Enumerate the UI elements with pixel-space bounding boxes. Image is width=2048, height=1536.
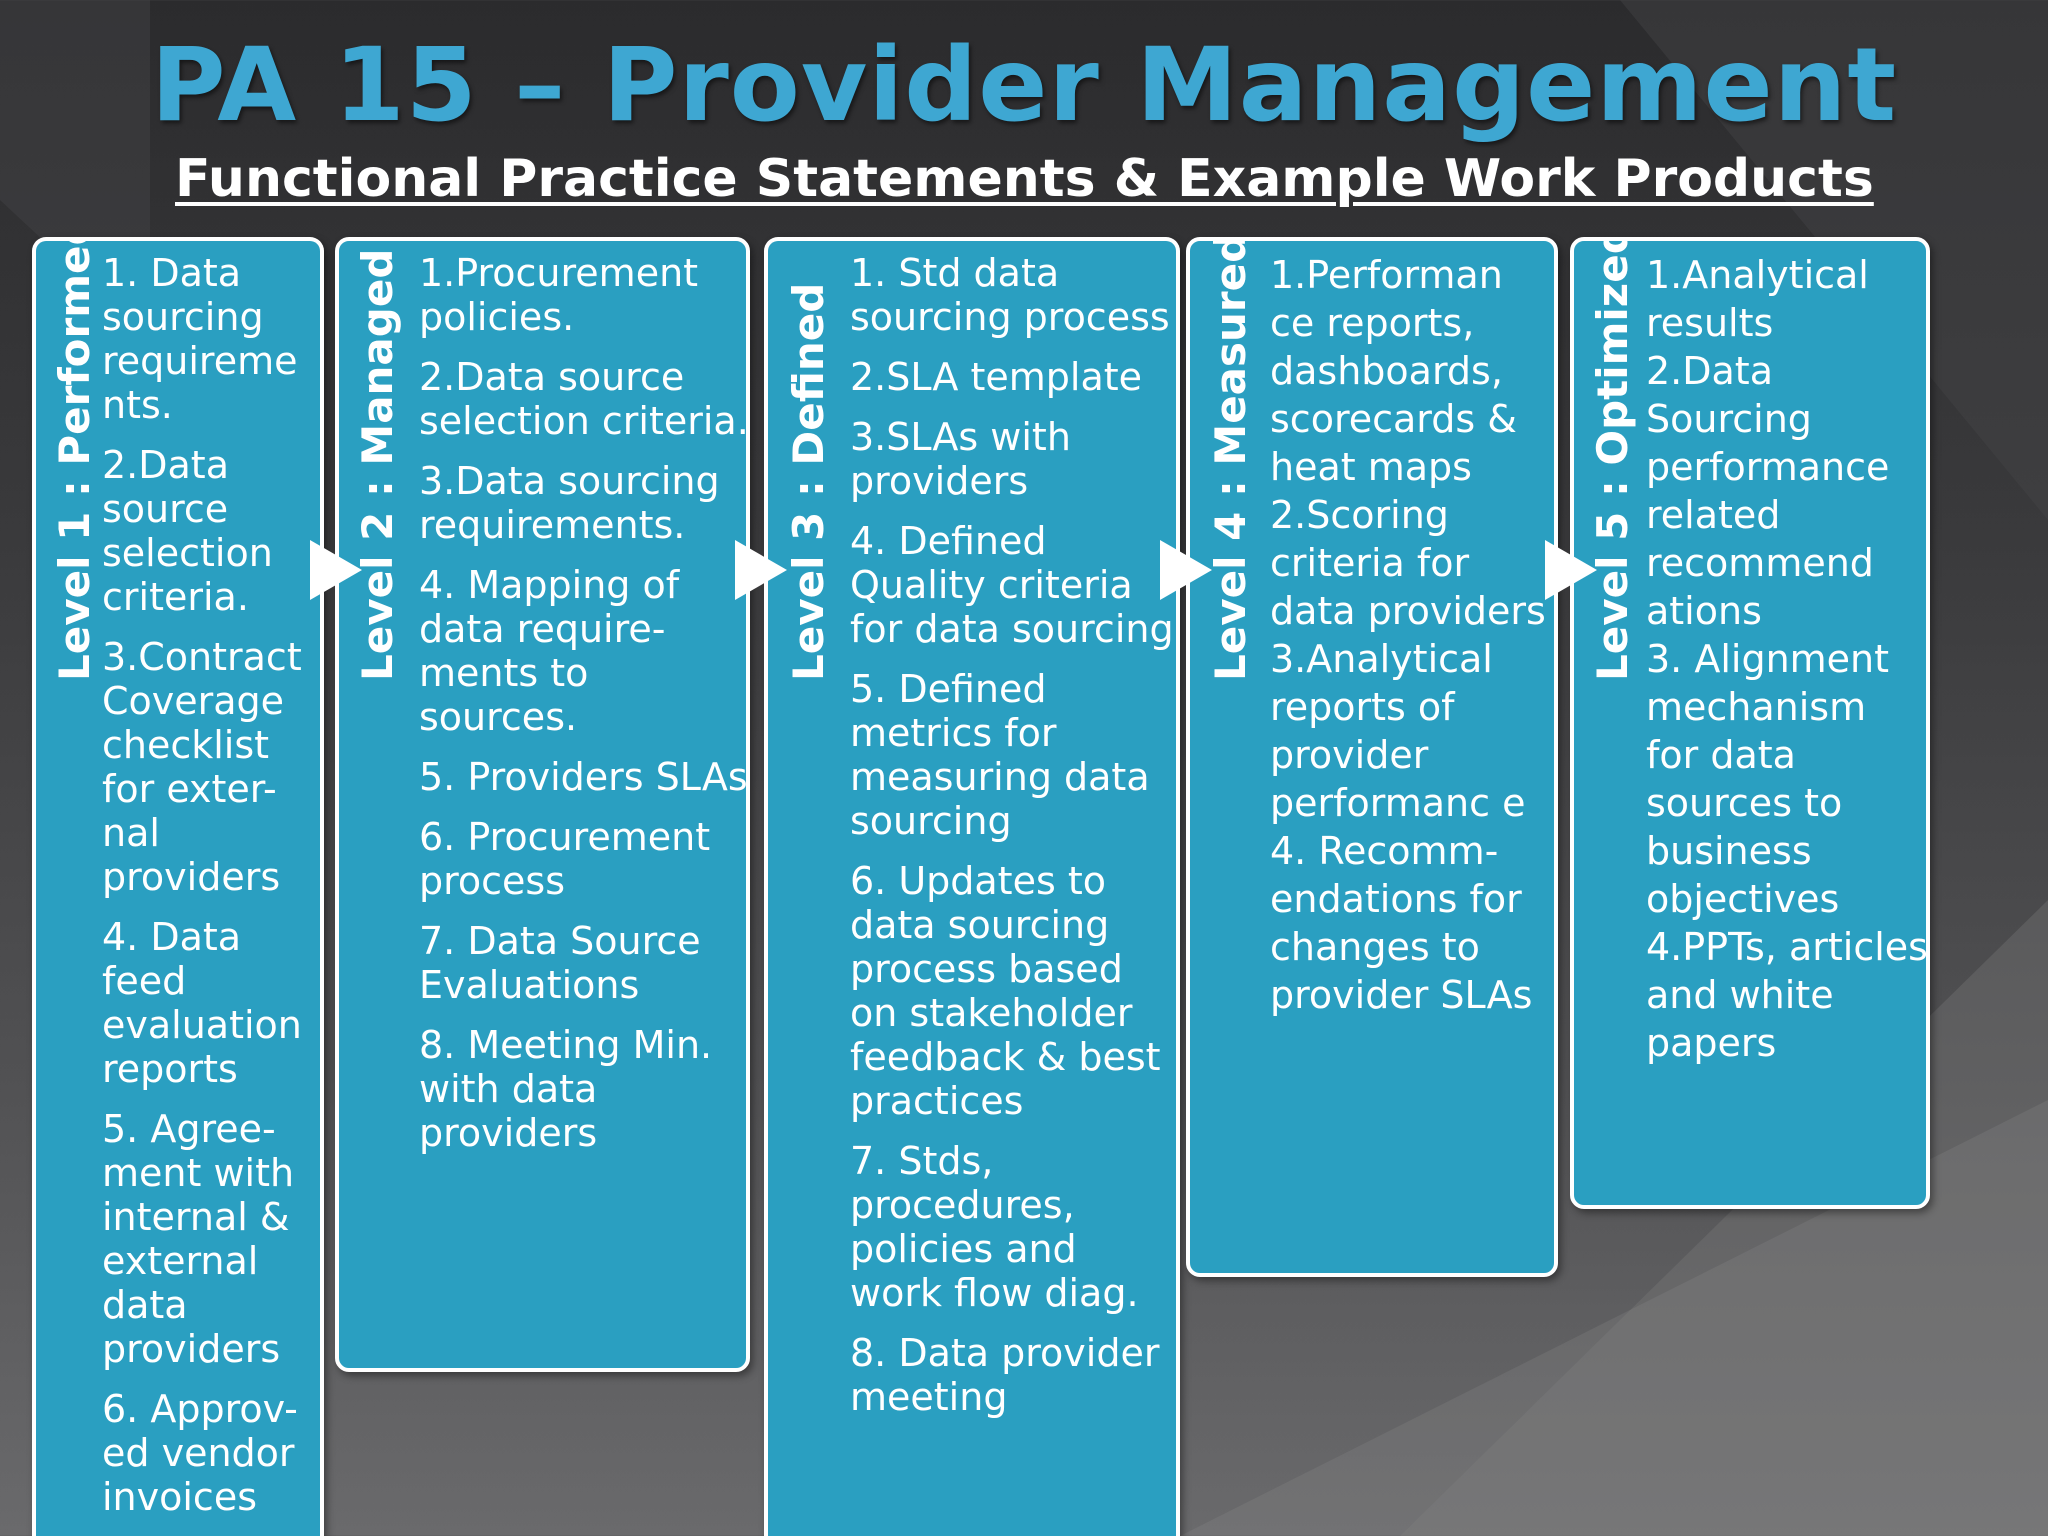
list-item: 2.Scoring criteria for data providers (1270, 493, 1546, 633)
list-item: 4. Mapping of data require- ments to sou… (419, 563, 680, 739)
level-4-box: Level 4 : Measured 1.Performan ce report… (1186, 237, 1558, 1277)
level-2-items: 1.Procurement policies. 2.Data source se… (419, 251, 749, 1171)
page-title: PA 15 – Provider Management (150, 26, 1898, 145)
level-1-box: Level 1 : Performed 1. Data sourcing req… (32, 237, 324, 1536)
list-item: 1. Data sourcing requireme nts. (102, 251, 298, 427)
list-item: 3.SLAs with providers (850, 415, 1071, 503)
level-3-items: 1. Std data sourcing process 2.SLA templ… (850, 251, 1176, 1435)
level-3-label: Level 3 : Defined (784, 282, 833, 681)
list-item: 8. Data provider meeting (850, 1331, 1160, 1419)
list-item: 6. Approv- ed vendor invoices (102, 1387, 298, 1519)
level-1-label: Level 1 : Performed (50, 237, 99, 681)
level-5-label: Level 5 : Optimized (1588, 237, 1637, 681)
list-item: 2.SLA template (850, 355, 1143, 399)
level-3-box: Level 3 : Defined 1. Std data sourcing p… (764, 237, 1180, 1536)
list-item: 3.Analytical reports of provider perform… (1270, 637, 1526, 825)
level-4-items: 1.Performan ce reports, dashboards, scor… (1270, 251, 1554, 1019)
list-item: 5. Providers SLAs (419, 755, 748, 799)
level-2-label: Level 2 : Managed (353, 248, 402, 681)
list-item: 4. Data feed evaluation reports (102, 915, 302, 1091)
arrow-right-icon (310, 540, 362, 600)
list-item: 2.Data source selection criteria. (419, 355, 749, 443)
list-item: 1.Analytical results (1646, 253, 1869, 345)
level-1-items: 1. Data sourcing requireme nts. 2.Data s… (102, 251, 320, 1535)
list-item: 3.Data sourcing requirements. (419, 459, 720, 547)
level-5-box: Level 5 : Optimized 1.Analytical results… (1570, 237, 1930, 1209)
list-item: 5. Defined metrics for measuring data so… (850, 667, 1150, 843)
arrow-right-icon (1160, 540, 1212, 600)
list-item: 4. Defined Quality criteria for data sou… (850, 519, 1174, 651)
list-item: 6. Procurement process (419, 815, 711, 903)
list-item: 3. Alignment mechanism for data sources … (1646, 637, 1890, 921)
arrow-right-icon (735, 540, 787, 600)
page-subtitle: Functional Practice Statements & Example… (175, 149, 1874, 209)
list-item: 2.Data Sourcing performance related reco… (1646, 349, 1890, 633)
list-item: 6. Updates to data sourcing process base… (850, 859, 1161, 1123)
list-item: 4. Recomm- endations for changes to prov… (1270, 829, 1533, 1017)
list-item: 8. Meeting Min. with data providers (419, 1023, 713, 1155)
level-4-label: Level 4 : Measured (1206, 237, 1255, 681)
level-5-items: 1.Analytical results 2.Data Sourcing per… (1646, 251, 1928, 1067)
arrow-right-icon (1545, 540, 1597, 600)
list-item: 7. Stds, procedures, policies and work f… (850, 1139, 1139, 1315)
list-item: 3.Contract Coverage checklist for exter-… (102, 635, 302, 899)
level-2-box: Level 2 : Managed 1.Procurement policies… (335, 237, 750, 1372)
list-item: 1.Performan ce reports, dashboards, scor… (1270, 253, 1517, 489)
list-item: 1.Procurement policies. (419, 251, 699, 339)
list-item: 1. Std data sourcing process (850, 251, 1170, 339)
list-item: 5. Agree- ment with internal & external … (102, 1107, 295, 1371)
list-item: 4.PPTs, articles and white papers (1646, 925, 1928, 1065)
list-item: 2.Data source selection criteria. (102, 443, 273, 619)
list-item: 7. Data Source Evaluations (419, 919, 701, 1007)
